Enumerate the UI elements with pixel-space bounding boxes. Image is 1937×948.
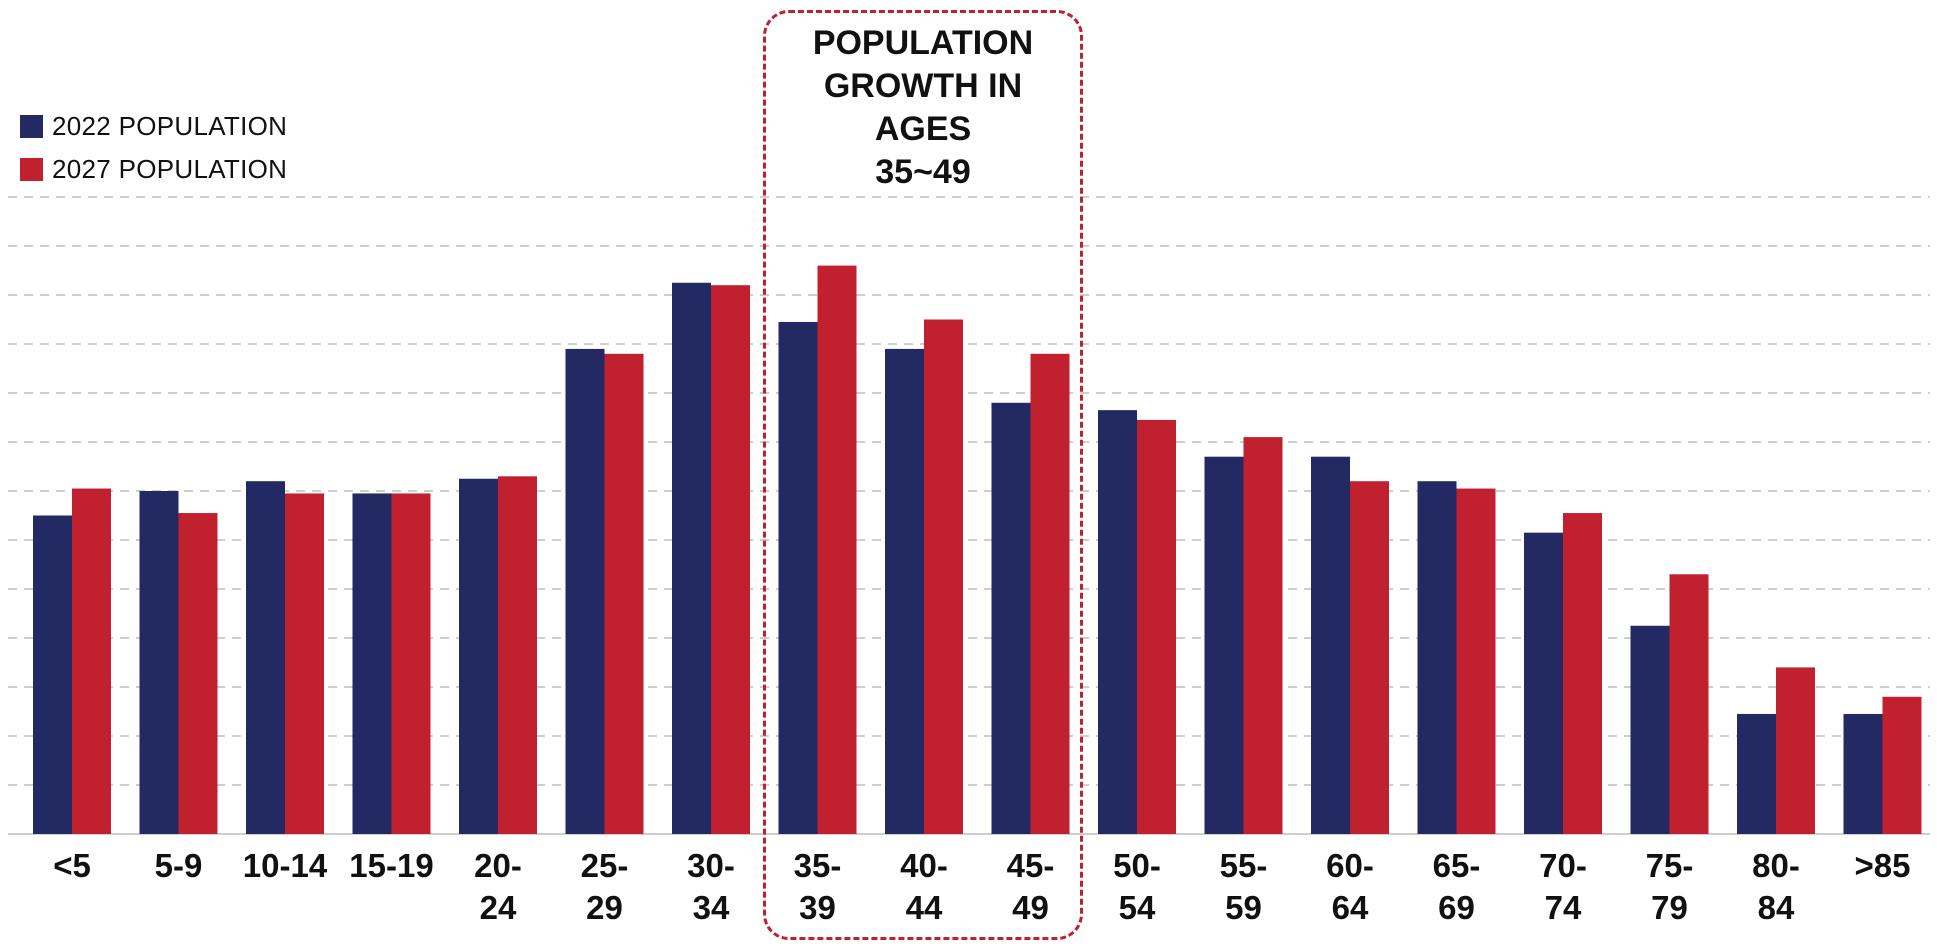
- bar-2027-15-19: [391, 493, 431, 834]
- x-tick-label: >85: [1855, 847, 1911, 884]
- bar-2022-10-14: [246, 481, 285, 834]
- bar-2022-80-84: [1737, 713, 1776, 834]
- bar-2027-5-9: [178, 513, 218, 834]
- legend-label-2027: 2027 POPULATION: [52, 154, 288, 184]
- x-tick-label: 35-39: [794, 847, 842, 926]
- bar-2027->85: [1882, 696, 1922, 834]
- bar-2027-70-74: [1563, 513, 1602, 834]
- legend-swatch-2022: [20, 115, 43, 138]
- bar-2022-40-44: [885, 348, 924, 834]
- bar-2022-<5: [33, 515, 72, 834]
- x-tick-label: 80-84: [1752, 847, 1800, 926]
- bar-2027-80-84: [1776, 667, 1815, 834]
- bar-2027-60-64: [1350, 481, 1389, 834]
- gridlines: [8, 196, 1930, 835]
- bar-2027-20-24: [498, 476, 537, 834]
- x-tick-label: 15-19: [349, 847, 433, 884]
- x-tick-label: 70-74: [1539, 847, 1587, 926]
- bar-2027-55-59: [1243, 437, 1283, 834]
- legend-item-2022: 2022 POPULATION: [20, 105, 287, 148]
- bar-2027-10-14: [285, 493, 324, 834]
- callout-title: POPULATION GROWTH IN AGES 35~49: [812, 24, 1034, 191]
- bar-2027-65-69: [1456, 488, 1496, 834]
- x-tick-label: 10-14: [243, 847, 328, 884]
- x-tick-label: 75-79: [1646, 847, 1694, 926]
- bar-2022->85: [1843, 713, 1883, 834]
- x-tick-label: 45-49: [1007, 847, 1055, 926]
- highlight-callout-box: [763, 10, 1083, 940]
- bar-2027-40-44: [924, 319, 963, 834]
- legend-swatch-2027: [20, 158, 43, 181]
- bar-2027-25-29: [604, 353, 644, 834]
- bar-2022-65-69: [1417, 481, 1457, 834]
- bar-2022-50-54: [1098, 410, 1137, 834]
- bar-2022-25-29: [565, 348, 605, 834]
- bar-2022-35-39: [778, 321, 818, 834]
- x-tick-label: 5-9: [155, 847, 203, 884]
- x-tick-label: 50-54: [1113, 847, 1161, 926]
- bar-2027-<5: [72, 488, 111, 834]
- legend: 2022 POPULATION 2027 POPULATION: [20, 105, 287, 191]
- bar-2022-75-79: [1630, 625, 1670, 834]
- bar-2022-15-19: [352, 493, 392, 834]
- x-tick-label: <5: [53, 847, 91, 884]
- bar-2022-20-24: [459, 478, 498, 834]
- bar-2027-75-79: [1669, 574, 1709, 834]
- x-tick-label: 20-24: [474, 847, 522, 926]
- bar-2027-35-39: [817, 265, 857, 835]
- x-tick-label: 25-29: [581, 847, 629, 926]
- bar-2022-70-74: [1524, 532, 1563, 834]
- bar-2022-45-49: [991, 402, 1031, 834]
- bar-2027-45-49: [1030, 353, 1070, 834]
- bar-2027-30-34: [711, 285, 750, 834]
- bar-2022-60-64: [1311, 456, 1350, 834]
- x-tick-label: 55-59: [1220, 847, 1268, 926]
- x-tick-label: 30-34: [687, 847, 735, 926]
- x-tick-label: 40-44: [900, 847, 948, 926]
- bar-2022-55-59: [1204, 456, 1244, 834]
- x-tick-labels: <5 5-9 10-14 15-19 20-24 25-29 30-34 35-39 40-44…: [53, 847, 1910, 926]
- x-tick-label: 65-69: [1433, 847, 1481, 926]
- legend-label-2022: 2022 POPULATION: [52, 111, 288, 141]
- x-tick-label: 60-64: [1326, 847, 1374, 926]
- legend-item-2027: 2027 POPULATION: [20, 148, 287, 191]
- bar-2022-30-34: [672, 282, 711, 834]
- bar-2022-5-9: [139, 491, 179, 834]
- bars: [33, 265, 1922, 835]
- bar-2027-50-54: [1137, 419, 1176, 834]
